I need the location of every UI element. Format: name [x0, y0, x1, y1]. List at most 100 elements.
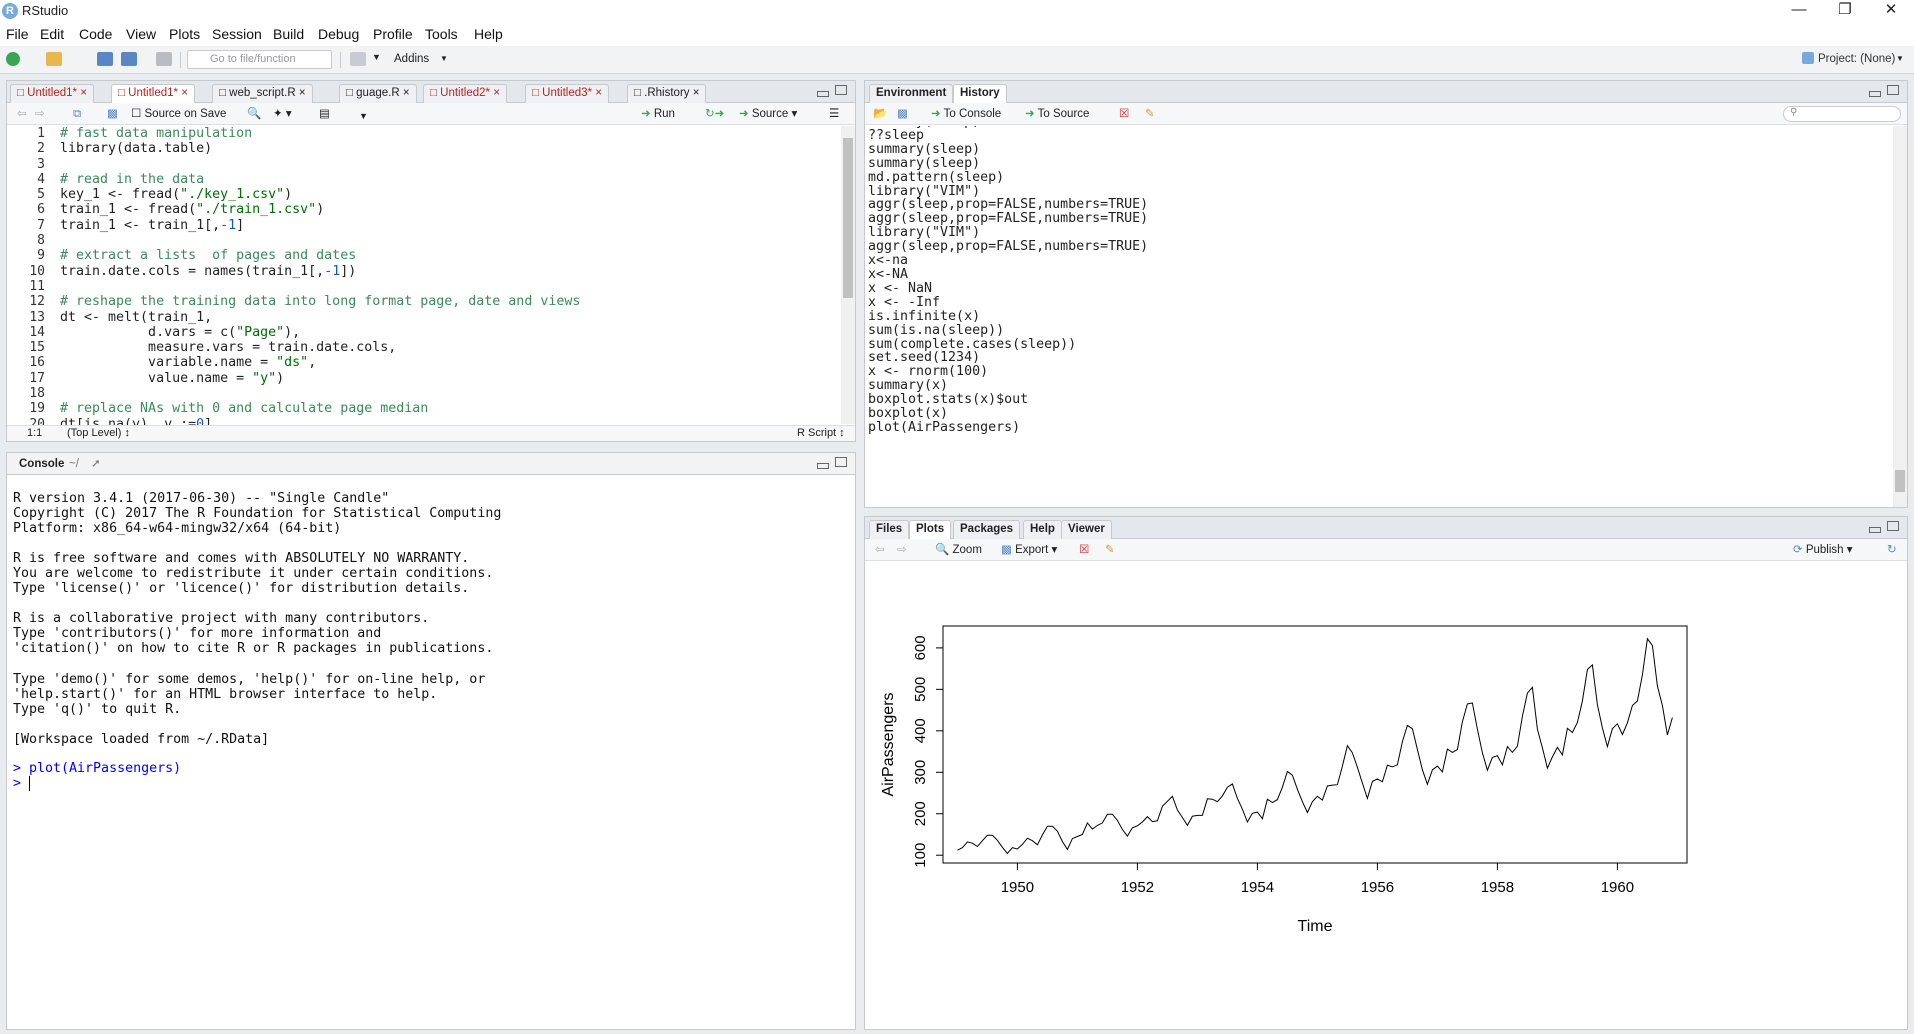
editor-scroll-thumb[interactable] — [843, 138, 853, 298]
restore-button[interactable]: ❐ — [1838, 1, 1852, 18]
source-editor-pane: □ Untitled1* × □ Untitled1* × □ web_scri… — [6, 80, 856, 442]
window-title: RStudio — [22, 3, 69, 18]
export-button[interactable]: ▩ Export ▾ — [1001, 544, 1058, 556]
go-to-directory-icon[interactable]: ➚ — [91, 458, 101, 470]
publish-button[interactable]: ⟳ Publish ▾ — [1793, 544, 1853, 556]
tab-packages[interactable]: Packages — [953, 520, 1021, 539]
console-pane: Console ~/ ➚ R version 3.4.1 (2017-06-30… — [6, 452, 856, 1030]
console-command: > plot(AirPassengers) — [13, 761, 182, 776]
search-icon[interactable]: 🔍 — [247, 108, 262, 120]
save-icon[interactable] — [97, 52, 113, 66]
tab-viewer[interactable]: Viewer — [1061, 520, 1112, 539]
maximize-pane-icon[interactable] — [835, 85, 847, 95]
save-all-icon[interactable] — [121, 52, 137, 66]
editor-tab-2[interactable]: □ Untitled1* × — [111, 84, 195, 104]
history-scrollbar[interactable] — [1893, 126, 1907, 507]
back-icon[interactable]: ⇦ — [17, 108, 27, 120]
minimize-pane-icon[interactable] — [1869, 527, 1881, 533]
maximize-pane-icon[interactable] — [1887, 85, 1899, 95]
tab-environment[interactable]: Environment — [869, 84, 954, 103]
y-tick-label: 600 — [912, 635, 929, 660]
tab-plots[interactable]: Plots — [909, 520, 952, 540]
menu-help[interactable]: Help — [474, 26, 503, 42]
editor-scrollbar[interactable] — [841, 126, 855, 424]
x-tick-label: 1952 — [1121, 879, 1154, 896]
grid-icon[interactable] — [350, 52, 366, 66]
editor-tab-6[interactable]: □ Untitled3* × — [525, 84, 609, 103]
rerun-icon[interactable]: ↻➜ — [705, 108, 725, 120]
save-history-icon[interactable]: ▩ — [897, 108, 908, 120]
source-on-save-checkbox[interactable]: ☐ Source on Save — [131, 108, 227, 120]
goto-file-input[interactable]: Go to file/function — [187, 50, 332, 69]
console-path: ~/ — [69, 458, 79, 470]
y-axis-label: AirPassengers — [880, 692, 897, 796]
code-editor[interactable]: # fast data manipulation library(data.ta… — [60, 126, 581, 432]
source-button[interactable]: ➜ Source ▾ — [739, 108, 798, 120]
refresh-icon[interactable]: ↻ — [1887, 544, 1897, 556]
addins-button[interactable]: Addins — [394, 53, 430, 65]
project-menu[interactable]: Project: (None) — [1818, 53, 1896, 65]
remove-entry-icon[interactable]: ☒ — [1119, 108, 1130, 120]
to-console-button[interactable]: ➜ To Console — [931, 108, 1002, 120]
next-plot-icon[interactable]: ⇨ — [897, 544, 907, 556]
line-numbers: 1 2 3 4 5 6 7 8 9 10 11 12 13 14 15 16 1… — [29, 126, 45, 432]
minimize-pane-icon[interactable] — [817, 463, 829, 469]
search-icon: ⚲ — [1790, 107, 1798, 118]
editor-tab-3[interactable]: □ web_script.R × — [212, 84, 313, 103]
y-tick-label: 400 — [912, 718, 929, 743]
scope-selector[interactable]: (Top Level) ↕ — [67, 427, 130, 439]
maximize-pane-icon[interactable] — [835, 457, 847, 467]
menu-tools[interactable]: Tools — [425, 26, 458, 42]
menu-build[interactable]: Build — [273, 26, 305, 42]
tab-files[interactable]: Files — [869, 520, 910, 539]
run-button[interactable]: ➜ Run — [641, 108, 675, 120]
menu-profile[interactable]: Profile — [373, 26, 413, 42]
airpassengers-plot: 1950 1952 1954 1956 1958 1960 100 200 300 400 500… — [880, 625, 1688, 935]
wand-icon[interactable]: ✦ ▾ — [273, 108, 292, 120]
clear-plots-icon[interactable]: ✎ — [1105, 544, 1115, 556]
editor-tab-4[interactable]: □ guage.R × — [339, 84, 417, 103]
menu-edit[interactable]: Edit — [40, 26, 65, 42]
forward-icon[interactable]: ⇨ — [35, 108, 45, 120]
editor-tab-5[interactable]: □ Untitled2* × — [423, 84, 507, 103]
menu-file[interactable]: File — [6, 26, 29, 42]
menu-plots[interactable]: Plots — [169, 26, 201, 42]
console-input[interactable]: > — [13, 776, 39, 791]
save-icon[interactable]: ▩ — [107, 108, 118, 120]
file-type-selector[interactable]: R Script ↕ — [797, 427, 845, 439]
tab-history[interactable]: History — [953, 84, 1007, 104]
series-line — [957, 637, 1673, 855]
show-in-window-icon[interactable]: ⧉ — [73, 108, 82, 120]
editor-tab-7[interactable]: □ .Rhistory × — [627, 84, 707, 103]
editor-tab-1[interactable]: □ Untitled1* × — [10, 84, 94, 103]
menu-view[interactable]: View — [126, 26, 157, 42]
minimize-pane-icon[interactable] — [1869, 91, 1881, 97]
previous-plot-icon[interactable]: ⇦ — [875, 544, 885, 556]
maximize-pane-icon[interactable] — [1887, 521, 1899, 531]
outline-icon[interactable]: ▤ — [319, 108, 330, 120]
y-tick-label: 300 — [912, 760, 929, 785]
new-file-icon[interactable] — [6, 52, 20, 66]
minimize-pane-icon[interactable] — [817, 91, 829, 97]
history-scroll-thumb[interactable] — [1895, 470, 1905, 492]
env-tab-bar: Environment History — [865, 81, 1907, 104]
close-button[interactable]: ✕ — [1884, 1, 1898, 18]
remove-plot-icon[interactable]: ☒ — [1079, 544, 1090, 556]
print-icon[interactable] — [156, 52, 172, 66]
menu-session[interactable]: Session — [212, 26, 262, 42]
menu-debug[interactable]: Debug — [318, 26, 360, 42]
tab-help[interactable]: Help — [1023, 520, 1062, 539]
minimize-button[interactable]: — — [1791, 1, 1807, 18]
to-source-button[interactable]: ➜ To Source — [1025, 108, 1090, 120]
zoom-button[interactable]: 🔍 Zoom — [935, 544, 982, 556]
history-search-input[interactable]: ⚲ — [1783, 106, 1901, 122]
history-entries[interactable]: summary(sleep) ??sleep summary(sleep) su… — [868, 126, 1149, 435]
plots-tab-bar: Files Plots Packages Help Viewer — [865, 517, 1907, 540]
menu-code[interactable]: Code — [79, 26, 113, 42]
open-file-icon[interactable] — [46, 52, 62, 66]
clear-history-icon[interactable]: ✎ — [1145, 108, 1155, 120]
compile-chevron-icon[interactable]: ▼ — [359, 111, 368, 121]
history-list[interactable]: summary(sleep) ??sleep summary(sleep) su… — [865, 126, 1893, 507]
load-history-icon[interactable]: 📂 — [873, 108, 888, 120]
document-outline-icon[interactable]: ☰ — [829, 108, 840, 120]
